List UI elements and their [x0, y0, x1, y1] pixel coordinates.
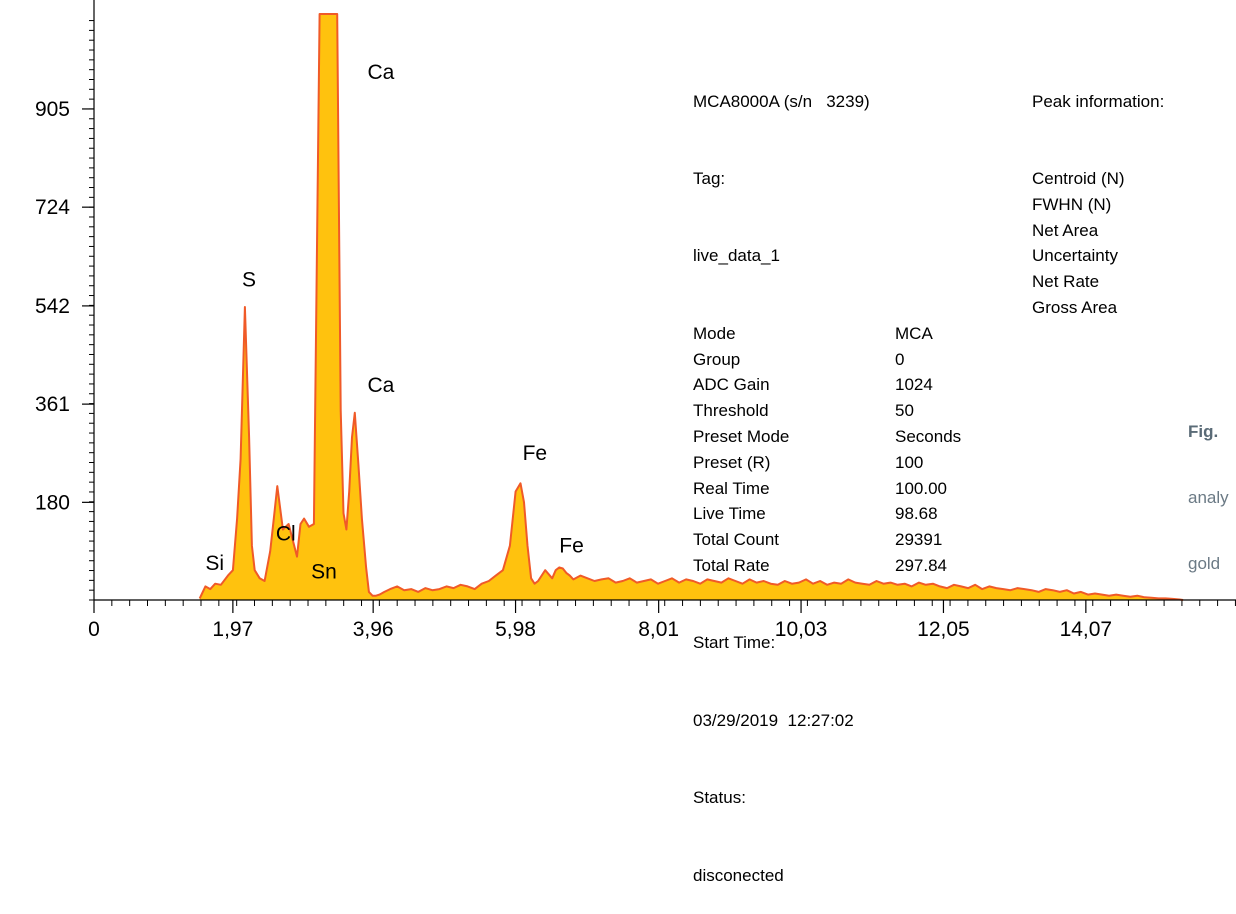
info-rows: Mode MCA Group 0 ADC Gain 1024 Threshold 50 Pres…	[693, 321, 1023, 579]
y-axis-minor-ticks	[89, 20, 94, 601]
info-row: Total Count 29391	[693, 527, 1023, 553]
info-row: Total Rate 297.84	[693, 553, 1023, 579]
peak-info-item: Uncertainty	[1032, 246, 1118, 266]
tag-label: Tag:	[693, 168, 726, 188]
peak-label: Si	[205, 552, 224, 575]
start-time-label: Start Time:	[693, 633, 776, 653]
x-tick-label: 8,01	[638, 618, 679, 641]
peak-labels: Ca S Ca Fe Cl Fe Si Sn	[205, 61, 583, 583]
y-tick-label: 361	[35, 393, 70, 416]
info-row-value: 1024	[895, 375, 933, 395]
info-row-label: Threshold	[693, 401, 769, 421]
status-value: disconected	[693, 865, 784, 885]
major-ticks	[82, 108, 1087, 613]
info-row-value: 50	[895, 401, 914, 421]
info-row-value: 297.84	[895, 555, 947, 575]
y-tick-label: 180	[35, 491, 70, 514]
peak-label: Ca	[368, 61, 395, 84]
x-axis-minor-ticks	[93, 600, 1236, 606]
spectrum-chart: 0 1,97 3,96 5,98 8,01 10,03 12,05 14,07 180 361 54…	[35, 0, 1236, 641]
info-row-label: Live Time	[693, 504, 766, 524]
peak-label: Cl	[276, 522, 296, 545]
info-row-value: 100	[895, 452, 924, 472]
x-tick-label: 1,97	[212, 618, 253, 641]
info-row-label: Total Rate	[693, 555, 770, 575]
x-tick-label: 3,96	[353, 618, 394, 641]
tag-value: live_data_1	[693, 246, 780, 266]
info-row: Preset (R) 100	[693, 450, 1023, 476]
x-tick-label: 0	[88, 618, 100, 641]
peak-info-item: Net Area	[1032, 220, 1099, 240]
y-tick-label: 542	[35, 295, 70, 318]
peak-info-panel: Peak information: Centroid (N) FWHN (N) Ne…	[1032, 37, 1164, 347]
info-row-value: MCA	[895, 323, 933, 343]
peak-info-item: Net Rate	[1032, 272, 1100, 292]
start-time-value: 03/29/2019 12:27:02	[693, 710, 854, 730]
info-row-label: Group	[693, 349, 741, 369]
spectrum-line	[198, 13, 1184, 601]
peak-info-item: Centroid (N)	[1032, 168, 1125, 188]
info-row: Mode MCA	[693, 321, 1023, 347]
peak-label: Fe	[523, 442, 548, 465]
info-row: Preset Mode Seconds	[693, 424, 1023, 450]
info-row-label: Real Time	[693, 478, 770, 498]
figure-caption: Fig. analy gold	[1188, 377, 1236, 597]
info-row-value: 29391	[895, 530, 943, 550]
x-tick-label: 12,05	[917, 618, 970, 641]
info-row: Real Time 100.00	[693, 476, 1023, 502]
info-row-value: Seconds	[895, 426, 962, 446]
info-row: ADC Gain 1024	[693, 372, 1023, 398]
peak-label: Ca	[368, 374, 395, 397]
y-tick-label: 724	[35, 196, 70, 219]
x-tick-label: 10,03	[775, 618, 828, 641]
mca-info-panel: MCA8000A (s/n 3239) Tag: live_data_1 Mod…	[693, 37, 1023, 914]
info-row: Threshold 50	[693, 398, 1023, 424]
info-row-value: 0	[895, 349, 905, 369]
status-label: Status:	[693, 788, 746, 808]
peak-label: Sn	[311, 560, 337, 583]
peak-label: Fe	[559, 534, 584, 557]
device-name: MCA8000A (s/n 3239)	[693, 91, 870, 111]
info-row-value: 98.68	[895, 504, 938, 524]
info-row-label: Preset (R)	[693, 452, 771, 472]
info-row-label: ADC Gain	[693, 375, 770, 395]
info-row-value: 100.00	[895, 478, 947, 498]
peak-info-items: Centroid (N) FWHN (N) Net Area Uncertainty N…	[1032, 166, 1164, 321]
x-tick-label: 14,07	[1060, 618, 1113, 641]
peak-label: S	[242, 268, 256, 291]
info-row: Live Time 98.68	[693, 501, 1023, 527]
y-tick-label: 905	[35, 98, 70, 121]
info-row: Group 0	[693, 347, 1023, 373]
info-row-label: Mode	[693, 323, 736, 343]
peak-info-item: FWHN (N)	[1032, 194, 1112, 214]
peak-info-title: Peak information:	[1032, 91, 1165, 111]
x-tick-label: 5,98	[495, 618, 536, 641]
info-row-label: Preset Mode	[693, 426, 790, 446]
caption-line-1: analy	[1188, 488, 1229, 507]
caption-fig: Fig.	[1188, 422, 1219, 441]
info-row-label: Total Count	[693, 530, 779, 550]
peak-info-item: Gross Area	[1032, 297, 1118, 317]
tick-labels: 0 1,97 3,96 5,98 8,01 10,03 12,05 14,07 180 361 54…	[35, 98, 1112, 641]
caption-line-2: gold	[1188, 554, 1221, 573]
